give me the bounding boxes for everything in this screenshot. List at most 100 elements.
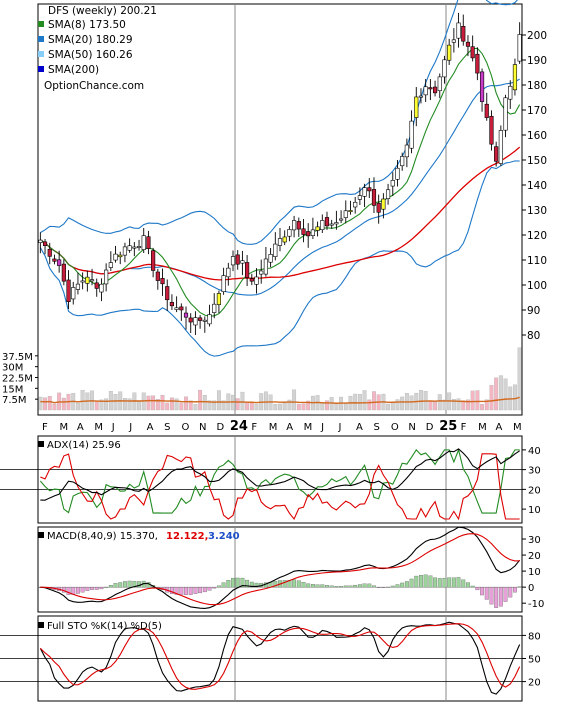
- candle-body: [494, 146, 499, 162]
- macd-histogram-bar: [188, 586, 193, 595]
- macd-histogram-bar: [127, 580, 132, 588]
- x-axis-label: N: [199, 422, 206, 433]
- volume-bar: [470, 390, 475, 411]
- x-axis-label: S: [164, 422, 170, 433]
- candle-body: [47, 248, 52, 257]
- macd-histogram-bar: [80, 586, 85, 593]
- candle-body: [122, 246, 128, 256]
- macd-header: MACD(8,40,9) 15.370, 12.122, 3.240: [38, 531, 240, 542]
- volume-bar: [249, 402, 254, 411]
- macd-histogram-bar: [353, 584, 358, 588]
- legend-item-sma8: SMA(8) 173.50: [38, 19, 126, 31]
- candle-body: [348, 210, 353, 212]
- candle-body: [465, 41, 471, 47]
- volume-bar: [43, 397, 47, 411]
- macd-histogram-bar: [409, 578, 414, 588]
- macd-histogram-bar: [310, 584, 315, 588]
- candle-body: [418, 95, 424, 98]
- candle-body: [80, 280, 85, 283]
- macd-histogram-bar: [484, 586, 489, 600]
- watermark: OptionChance.com: [44, 80, 144, 92]
- candle-body: [404, 144, 409, 158]
- candle-body: [362, 187, 367, 197]
- price-tick-label: 170: [527, 105, 547, 117]
- candle-body: [61, 263, 66, 282]
- volume-bar: [428, 400, 433, 411]
- price-tick-label: 160: [527, 130, 547, 142]
- volume-bar: [461, 400, 466, 411]
- macd-histogram-bar: [470, 585, 475, 588]
- candle-body: [484, 103, 489, 118]
- volume-bar: [80, 390, 85, 411]
- macd-histogram-bar: [273, 580, 278, 588]
- x-axis-label: F: [461, 422, 467, 433]
- candle-body: [127, 245, 132, 251]
- candle-body: [268, 254, 273, 263]
- volume-bar: [99, 399, 104, 411]
- macd-histogram-bar: [334, 586, 339, 588]
- adx-swatch: [38, 441, 44, 447]
- sma8-line: [40, 47, 521, 317]
- volume-bar: [188, 400, 193, 411]
- macd-histogram-bar: [404, 581, 409, 588]
- candle-body: [245, 262, 250, 278]
- candle-body: [216, 293, 221, 305]
- chart-title: DFS (weekly) 200.21: [48, 5, 157, 17]
- volume-bar: [306, 400, 311, 411]
- volume-bar: [301, 403, 306, 411]
- x-axis-label: A: [77, 422, 84, 433]
- candle-body: [315, 226, 320, 231]
- macd-histogram-bar: [320, 584, 325, 588]
- x-axis-label: J: [338, 422, 342, 433]
- volume-bar: [245, 402, 250, 411]
- macd-histogram-bar: [282, 580, 287, 588]
- candle-body: [230, 256, 236, 266]
- volume-bar: [489, 385, 494, 411]
- macd-tick-label: 30: [528, 535, 541, 546]
- price-tick-label: 80: [527, 330, 540, 342]
- macd-histogram-bar: [231, 577, 235, 588]
- candle-body: [400, 156, 405, 167]
- price-tick-label: 90: [527, 305, 540, 317]
- candle-body: [118, 254, 123, 258]
- legend-label-sma20: SMA(20) 180.29: [48, 34, 133, 46]
- candle-body: [320, 220, 325, 231]
- macd-histogram-bar: [296, 580, 301, 588]
- volume-bar: [137, 401, 141, 411]
- volume-bar: [212, 400, 217, 411]
- sto-tick-label: 20: [528, 678, 541, 689]
- macd-histogram-bar: [433, 577, 438, 588]
- candle-body: [108, 262, 113, 268]
- candle-body: [367, 187, 372, 192]
- price-tick-label: 200: [527, 30, 547, 42]
- macd-histogram-bar: [113, 583, 118, 588]
- volume-bar: [174, 398, 179, 411]
- candle-body: [282, 236, 287, 243]
- macd-line: [40, 526, 521, 609]
- x-axis-label: J: [320, 422, 324, 433]
- volume-bar: [113, 394, 118, 411]
- candle-body: [155, 271, 160, 281]
- candle-body: [160, 278, 165, 285]
- candle-body: [57, 259, 62, 266]
- candle-body: [188, 317, 193, 323]
- price-tick-label: 110: [527, 255, 547, 267]
- macd-histogram-bar: [362, 583, 367, 588]
- candle-body: [423, 86, 428, 96]
- macd-histogram-bar: [245, 579, 250, 588]
- candle-body: [240, 260, 245, 264]
- adx-line: [40, 448, 520, 501]
- macd-histogram-bar: [90, 586, 94, 590]
- candle-body: [259, 270, 264, 275]
- candle-body: [75, 283, 81, 290]
- volume-bar: [503, 378, 508, 411]
- volume-bar: [169, 397, 174, 411]
- macd-histogram-bar: [240, 577, 245, 588]
- volume-bar: [47, 396, 52, 411]
- candle-body: [104, 269, 109, 285]
- volume-bar: [442, 399, 447, 411]
- candle-body: [221, 275, 226, 292]
- volume-bar: [254, 403, 259, 411]
- candle-body: [353, 201, 358, 208]
- x-axis-label: D: [426, 422, 434, 433]
